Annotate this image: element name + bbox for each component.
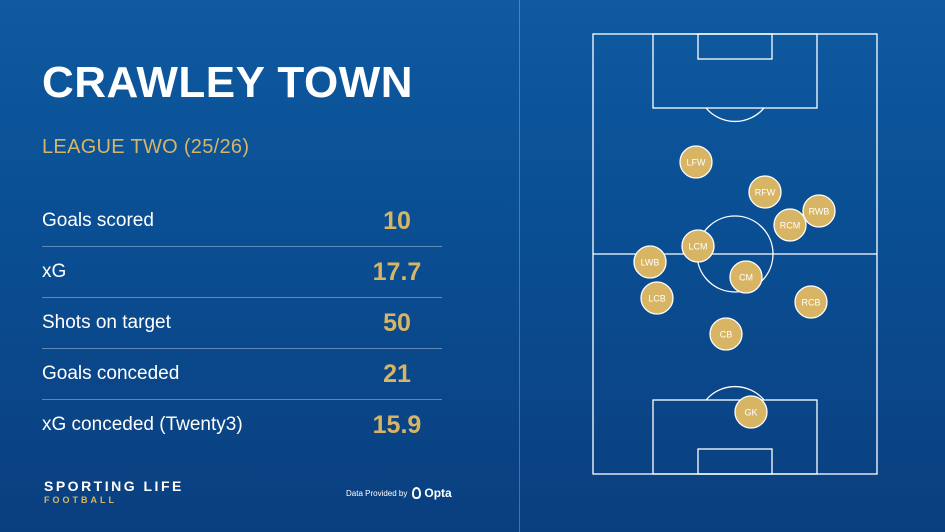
player-position-label: RWB <box>809 206 830 216</box>
player-marker-gk: GK <box>734 395 768 429</box>
opta-logo: Opta <box>412 486 452 500</box>
stat-label: Goals conceded <box>42 363 180 384</box>
player-marker-lwb: LWB <box>633 245 667 279</box>
bottom-penalty-arc <box>705 385 765 401</box>
player-position-label: GK <box>744 407 757 417</box>
brand-main: SPORTING LIFE <box>44 478 184 494</box>
league-label: LEAGUE TWO (25/26) <box>42 136 250 158</box>
player-position-label: RFW <box>755 187 776 197</box>
stat-value: 21 <box>383 359 411 388</box>
provider-name: Opta <box>424 486 452 500</box>
top-penalty-area <box>652 33 818 109</box>
player-marker-circle <box>802 194 836 228</box>
stat-row-shots-on-target: Shots on target 50 <box>42 298 442 349</box>
stat-row-goals-conceded: Goals conceded 21 <box>42 349 442 400</box>
player-marker-circle <box>794 285 828 319</box>
stat-value: 10 <box>383 206 411 235</box>
stat-label: Goals scored <box>42 210 154 231</box>
player-marker-rwb: RWB <box>802 194 836 228</box>
player-marker-circle <box>748 175 782 209</box>
top-six-yard-box <box>697 33 773 60</box>
player-position-label: CM <box>739 272 753 282</box>
stats-table: Goals scored 10 xG 17.7 Shots on target … <box>42 196 442 450</box>
stat-row-xg-conceded: xG conceded (Twenty3) 15.9 <box>42 400 442 450</box>
provider-prefix: Data Provided by <box>346 488 408 498</box>
player-marker-rcb: RCB <box>794 285 828 319</box>
player-marker-cm: CM <box>729 260 763 294</box>
player-marker-rfw: RFW <box>748 175 782 209</box>
panel-divider <box>519 0 520 532</box>
stat-value: 15.9 <box>372 410 422 439</box>
team-title: CRAWLEY TOWN <box>42 58 414 107</box>
player-marker-circle <box>640 281 674 315</box>
stat-value: 50 <box>383 308 411 337</box>
player-marker-lcm: LCM <box>681 229 715 263</box>
player-marker-circle <box>681 229 715 263</box>
player-marker-cb: CB <box>709 317 743 351</box>
stat-label: xG conceded (Twenty3) <box>42 414 243 435</box>
sporting-life-logo: SPORTING LIFE FOOTBALL <box>44 478 184 505</box>
player-marker-circle <box>633 245 667 279</box>
player-marker-lcb: LCB <box>640 281 674 315</box>
brand-sub: FOOTBALL <box>44 495 117 505</box>
player-position-label: LCB <box>648 293 666 303</box>
player-marker-circle <box>709 317 743 351</box>
player-marker-circle <box>773 208 807 242</box>
player-position-label: RCM <box>780 220 801 230</box>
opta-icon <box>412 487 422 499</box>
player-position-label: CB <box>720 329 733 339</box>
player-marker-circle <box>729 260 763 294</box>
player-marker-rcm: RCM <box>773 208 807 242</box>
stat-row-goals-scored: Goals scored 10 <box>42 196 442 247</box>
data-provider: Data Provided by Opta <box>346 486 452 500</box>
player-marker-lfw: LFW <box>679 145 713 179</box>
player-position-label: LCM <box>688 241 707 251</box>
stat-label: Shots on target <box>42 312 171 333</box>
stat-row-xg: xG 17.7 <box>42 247 442 298</box>
player-marker-circle <box>734 395 768 429</box>
bottom-six-yard-box <box>697 448 773 475</box>
stat-label: xG <box>42 261 67 282</box>
player-position-label: RCB <box>801 297 820 307</box>
player-position-label: LWB <box>641 257 660 267</box>
player-position-label: LFW <box>687 157 707 167</box>
top-penalty-arc <box>705 107 765 123</box>
player-marker-circle <box>679 145 713 179</box>
stat-value: 17.7 <box>372 257 422 286</box>
